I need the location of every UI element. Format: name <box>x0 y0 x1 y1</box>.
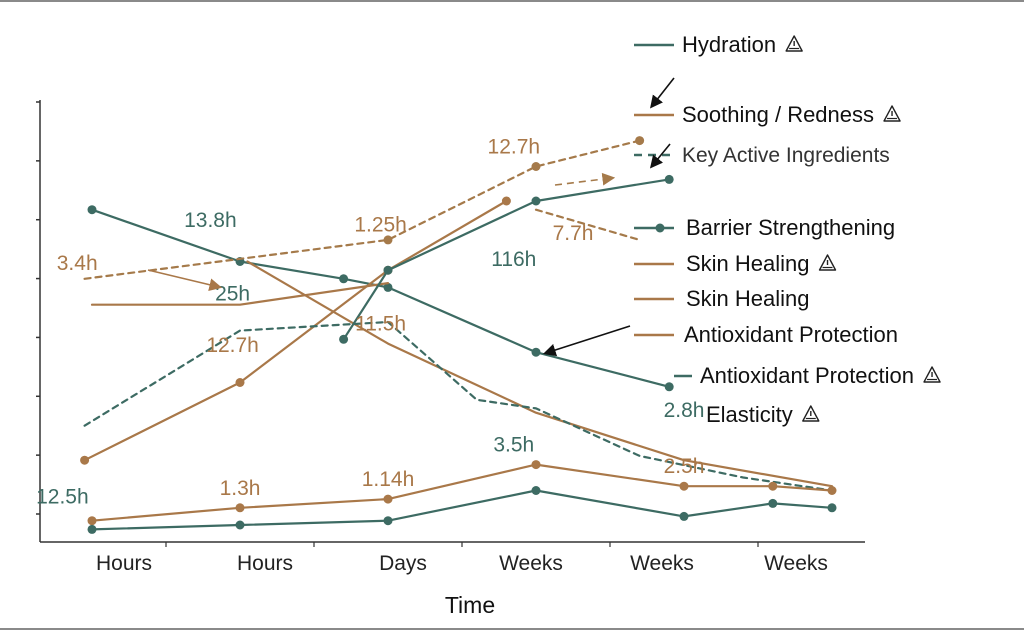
data-point <box>531 347 541 357</box>
x-tick-label: Weeks <box>499 552 563 575</box>
series-line-7 <box>534 208 641 241</box>
arrow-antioxidant <box>542 325 631 357</box>
legend-entry: Barrier Strengthening <box>634 215 895 240</box>
series-line-5 <box>342 178 671 341</box>
x-tick-labels: Hours Hours Days Weeks Weeks Weeks <box>96 552 828 575</box>
data-label: 12.7h <box>206 334 259 357</box>
x-tick-label: Days <box>379 552 427 575</box>
arrow-12-7h <box>554 172 616 186</box>
data-point <box>235 503 245 513</box>
data-point <box>531 460 541 470</box>
legend-label: Skin Healing <box>686 286 810 311</box>
legend-label: Hydration <box>682 32 776 57</box>
data-label: 3.4h <box>57 252 98 275</box>
data-point <box>635 136 645 146</box>
data-point <box>339 334 349 344</box>
legend-label: Soothing / Redness <box>682 102 874 127</box>
data-point <box>235 520 245 530</box>
data-point <box>235 378 245 387</box>
data-point <box>531 196 541 206</box>
data-label: 12.5h <box>36 485 89 508</box>
x-tick-label: Hours <box>237 552 293 575</box>
x-tick-label: Weeks <box>630 552 694 575</box>
data-point <box>664 174 674 184</box>
legend-entry: Hydration <box>634 32 803 57</box>
arrow-3-4h <box>147 269 223 291</box>
warning-icon <box>818 254 837 271</box>
data-point <box>827 503 837 513</box>
data-label: 13.8h <box>184 209 237 232</box>
data-label: 116h <box>491 248 536 271</box>
data-point <box>339 274 349 284</box>
data-point <box>768 481 778 491</box>
legend-entry: Elasticity <box>706 402 820 427</box>
warning-icon <box>923 366 941 383</box>
series-line-2 <box>246 260 834 488</box>
series-line-1 <box>90 208 671 388</box>
data-point <box>664 382 674 392</box>
data-point <box>679 481 689 491</box>
arrow-soothing <box>649 143 671 169</box>
warning-icon <box>883 105 901 122</box>
legend-label: Antioxidant Protection <box>684 322 898 347</box>
legend-entry: Soothing / Redness <box>634 102 901 127</box>
series-layer <box>80 136 837 534</box>
data-point <box>679 511 689 521</box>
data-point <box>383 235 393 245</box>
data-label: 1.3h <box>220 477 261 500</box>
legend-entry: Antioxidant Protection <box>674 363 941 388</box>
data-labels: 12.5h 1.3h 1.14h 3.5h 2.5h 2.8h 3.4h 13.8h 25h 12… <box>36 136 704 509</box>
data-label: 7.7h <box>553 222 594 245</box>
data-label: 1.14h <box>362 468 415 491</box>
data-label: 25h <box>215 282 250 305</box>
legend-entry: Antioxidant Protection <box>634 322 898 347</box>
x-tick-label: Weeks <box>764 552 828 575</box>
data-point <box>87 516 97 526</box>
data-point <box>383 516 393 526</box>
x-axis-title: Time <box>445 592 495 618</box>
data-label: 3.5h <box>493 434 534 457</box>
legend-entry: Key Active Ingredients <box>634 144 890 167</box>
legend-entry: Skin Healing <box>634 286 810 311</box>
data-point <box>87 205 97 215</box>
data-label: 11.5h <box>355 313 406 336</box>
series-line-6 <box>83 139 641 280</box>
data-point <box>768 498 778 508</box>
legend-label: Key Active Ingredients <box>682 144 890 167</box>
data-point <box>383 282 393 292</box>
data-point <box>383 494 393 504</box>
data-label: 2.8h <box>664 399 705 422</box>
warning-icon <box>802 405 820 422</box>
data-point <box>531 486 541 495</box>
data-point <box>531 162 541 171</box>
axes <box>36 100 865 547</box>
data-label: 12.7h <box>488 136 541 159</box>
data-label: 1.25h <box>354 213 407 236</box>
data-point <box>383 265 393 275</box>
data-point <box>80 455 90 465</box>
warning-icon <box>785 35 803 52</box>
legend-marker <box>655 223 665 233</box>
data-point <box>87 524 97 534</box>
data-point <box>827 486 837 495</box>
data-label: 2.5h <box>664 455 705 478</box>
legend-label: Skin Healing <box>686 251 810 276</box>
data-point <box>501 196 511 206</box>
series-line-3 <box>90 282 390 306</box>
legend: Hydration Soothing / Redness Key Active In… <box>147 32 941 427</box>
legend-entry: Skin Healing <box>634 251 837 276</box>
legend-label: Elasticity <box>706 402 793 427</box>
series-line-4 <box>83 199 508 462</box>
legend-label: Barrier Strengthening <box>686 215 895 240</box>
arrow-hydration <box>650 77 675 109</box>
x-tick-label: Hours <box>96 552 152 575</box>
series-line-8 <box>83 320 834 492</box>
legend-label: Antioxidant Protection <box>700 363 914 388</box>
